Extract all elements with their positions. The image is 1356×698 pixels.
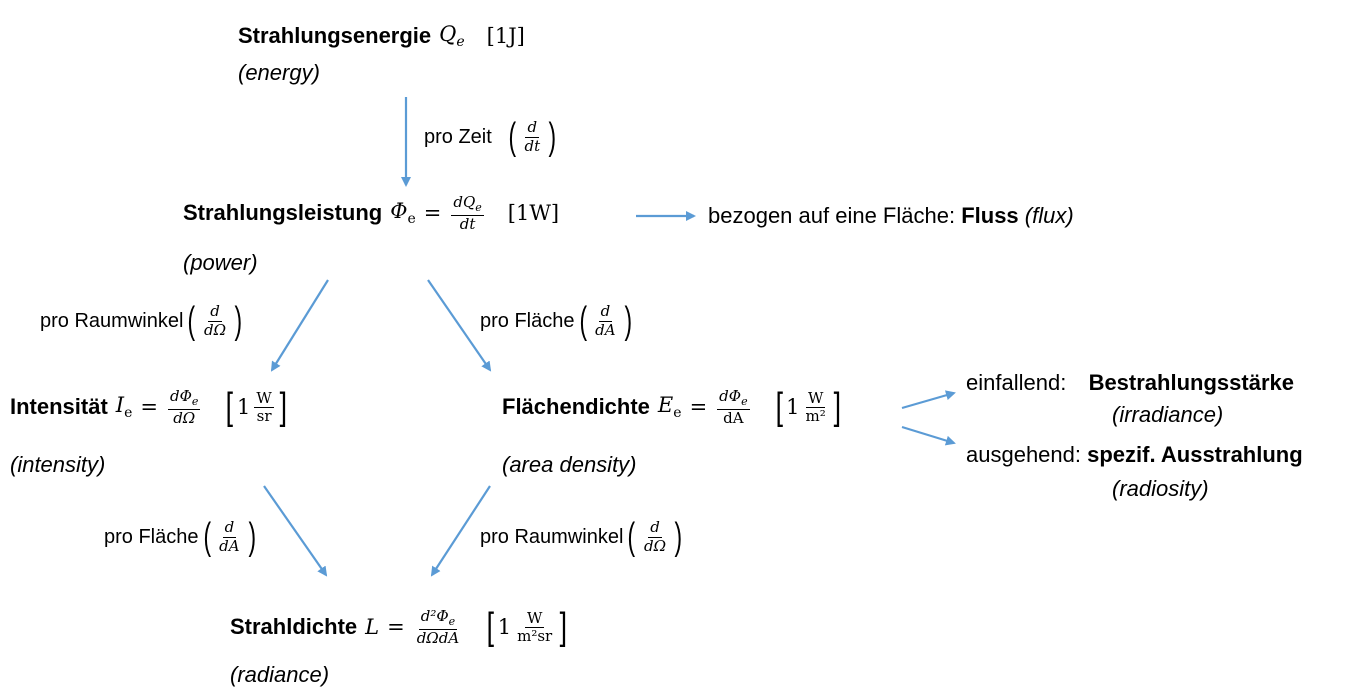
energy-unit: [1J] [486,24,525,49]
area-density-english: (area density) [502,452,637,477]
step-area-lower: pro Fläche ( d dA ) [104,516,256,558]
incident-label: einfallend: Bestrahlungsstärke [966,370,1294,395]
energy-node: Strahlungsenergie Qe [1J] [238,22,525,50]
arrow-to-outgoing [901,425,956,446]
arrow-power-to-intensity [270,279,329,372]
arrow-to-incident [901,390,956,410]
step-solid-angle-upper: pro Raumwinkel ( d dΩ ) [40,300,243,342]
step-solid-angle-lower: pro Raumwinkel ( d dΩ ) [480,516,683,558]
energy-symbol-sub: e [456,34,465,51]
outgoing-english: (radiosity) [1112,476,1209,501]
step-time-label: pro Zeit [424,125,492,148]
power-unit: [1W] [507,201,560,226]
power-fraction: dQe dt [451,193,484,233]
energy-symbol: Q [439,22,457,46]
power-english: (power) [183,250,258,275]
intensity-english: (intensity) [10,452,106,477]
radiance-english: (radiance) [230,662,330,687]
energy-english: (energy) [238,60,320,85]
outgoing-label: ausgehend: spezif. Ausstrahlung [966,442,1303,467]
arrow-area-density-to-radiance [430,485,491,577]
power-node: Strahlungsleistung Φe = dQe dt [1W] [183,193,560,233]
step-time: pro Zeit ( d dt ) [424,116,557,158]
energy-label: Strahlungsenergie [238,23,432,49]
step-time-fraction: d dt [524,118,541,155]
arrow-intensity-to-radiance [263,485,328,577]
arrow-power-to-area-density [427,279,492,372]
incident-english: (irradiance) [1112,402,1224,427]
power-label: Strahlungsleistung [183,200,383,226]
flux-note: bezogen auf eine Fläche: Fluss (flux) [708,203,1074,228]
power-symbol: Φ [390,199,408,224]
step-area-upper: pro Fläche ( d dA ) [480,300,632,342]
